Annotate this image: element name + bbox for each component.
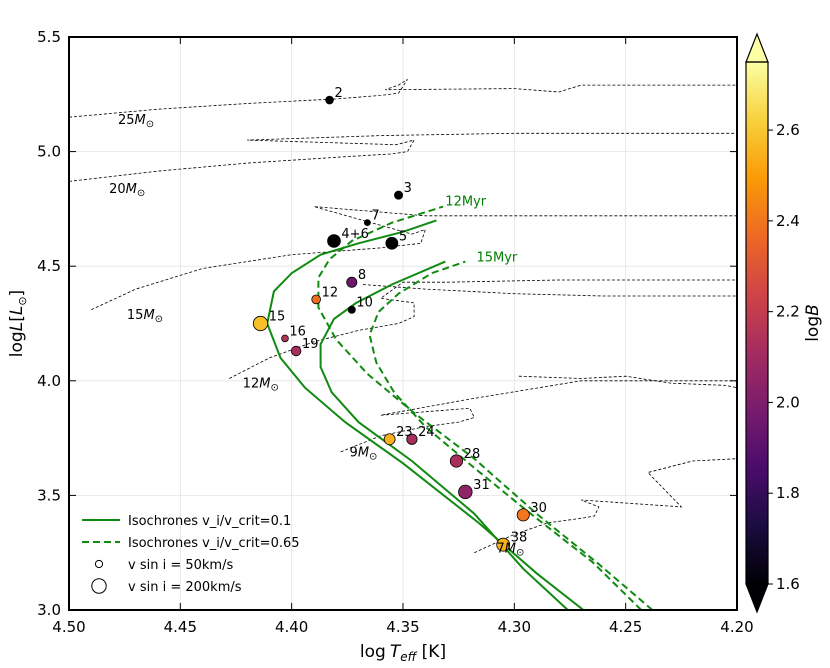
track-mass-label: 9M⊙ xyxy=(350,445,378,462)
star-id-label: 12 xyxy=(322,285,339,300)
colorbar-tick-label: 1.6 xyxy=(776,575,800,593)
isochrone-12Myr-dashed xyxy=(317,205,654,610)
star-markers xyxy=(252,95,530,552)
star-id-label: 31 xyxy=(473,478,490,493)
star-marker xyxy=(252,315,269,332)
colorbar-tick-label: 2.4 xyxy=(776,212,800,230)
y-tick-label: 5.0 xyxy=(37,143,61,161)
track-mass-label: 15M⊙ xyxy=(127,308,163,325)
colorbar-tick-label: 2.2 xyxy=(776,303,800,321)
star-marker xyxy=(325,95,334,105)
star-marker xyxy=(290,345,302,357)
axis-ticks: 4.50 4.45 4.40 4.35 4.30 4.25 4.20 3.0 3.5 4.0 4.5… xyxy=(7,28,754,664)
evolution-track xyxy=(474,458,737,554)
star-id-label: 19 xyxy=(302,337,319,352)
y-tick-label: 4.5 xyxy=(37,257,61,275)
evolution-track xyxy=(69,79,737,118)
evolution-track xyxy=(518,375,737,389)
x-tick-label: 4.25 xyxy=(609,618,642,636)
evolution-track xyxy=(69,132,737,182)
x-tick-label: 4.35 xyxy=(386,618,419,636)
colorbar-extend-top xyxy=(745,32,769,63)
isochrone-12Myr-solid xyxy=(266,219,585,610)
y-axis-title: logL[L⊙] xyxy=(7,290,29,357)
star-marker xyxy=(383,433,396,446)
evolution-track xyxy=(362,284,737,297)
star-id-label: 4+6 xyxy=(341,227,368,242)
x-tick-label: 4.50 xyxy=(52,618,85,636)
star-marker xyxy=(347,305,356,314)
x-axis-title: log Teff [K] xyxy=(360,642,446,664)
legend-label: v sin i = 50km/s xyxy=(128,558,233,573)
star-marker xyxy=(394,190,404,200)
track-mass-label: 7M⊙ xyxy=(497,542,525,559)
colorbar: 1.6 1.8 2.0 2.2 2.4 2.6 logB xyxy=(745,32,823,614)
star-id-label: 3 xyxy=(404,181,412,196)
evolution-track xyxy=(229,279,737,379)
legend: Isochrones v_i/v_crit=0.1 Isochrones v_i/… xyxy=(82,514,300,595)
star-marker xyxy=(363,219,371,227)
isochrone-15Myr-dashed xyxy=(368,260,643,610)
evolution-track xyxy=(91,206,737,311)
x-tick-label: 4.45 xyxy=(164,618,197,636)
star-id-label: 16 xyxy=(289,324,306,339)
legend-label: Isochrones v_i/v_crit=0.1 xyxy=(128,514,291,529)
star-marker xyxy=(516,508,530,522)
legend-label: Isochrones v_i/v_crit=0.65 xyxy=(128,536,300,551)
track-mass-label: 25M⊙ xyxy=(118,113,154,130)
star-marker xyxy=(311,294,321,305)
isochrone-age-label: 12Myr xyxy=(445,194,486,209)
track-mass-label: 12M⊙ xyxy=(243,377,279,394)
star-marker xyxy=(346,276,358,288)
colorbar-tick-label: 2.0 xyxy=(776,393,800,411)
y-tick-label: 3.0 xyxy=(37,601,61,619)
star-marker xyxy=(406,433,418,445)
legend-label: v sin i = 200km/s xyxy=(128,580,242,595)
star-marker xyxy=(327,234,341,248)
evolution-tracks xyxy=(69,79,737,554)
colorbar-frame xyxy=(745,61,769,585)
star-marker xyxy=(281,334,289,343)
star-id-label: 2 xyxy=(334,86,342,101)
star-marker xyxy=(496,537,511,552)
star-id-label: 23 xyxy=(396,425,413,440)
star-id-label: 10 xyxy=(356,296,373,311)
y-tick-label: 4.0 xyxy=(37,372,61,390)
x-tick-label: 4.30 xyxy=(498,618,531,636)
legend-size-marker xyxy=(94,559,104,569)
x-tick-label: 4.40 xyxy=(275,618,308,636)
colorbar-title: logB xyxy=(803,304,823,342)
y-tick-label: 5.5 xyxy=(37,28,61,46)
colorbar-gradient xyxy=(746,62,768,584)
isochrones xyxy=(266,205,654,610)
star-id-label: 30 xyxy=(530,501,547,516)
legend-size-marker xyxy=(91,578,107,594)
star-marker xyxy=(449,454,464,468)
x-tick-label: 4.20 xyxy=(720,618,753,636)
star-id-label: 7 xyxy=(371,209,379,224)
y-tick-label: 3.5 xyxy=(37,486,61,504)
colorbar-tick-label: 2.6 xyxy=(776,121,800,139)
colorbar-extend-bottom xyxy=(745,583,769,614)
star-id-label: 15 xyxy=(269,310,286,325)
star-id-label: 28 xyxy=(464,447,481,462)
star-id-label: 5 xyxy=(399,229,407,244)
isochrone-age-label: 15Myr xyxy=(476,251,517,266)
star-id-label: 8 xyxy=(358,268,366,283)
star-id-label: 24 xyxy=(418,425,435,440)
star-marker xyxy=(458,484,473,500)
colorbar-tick-label: 1.8 xyxy=(776,484,800,502)
star-marker xyxy=(385,236,399,250)
track-mass-label: 20M⊙ xyxy=(109,182,145,199)
star-id-label: 38 xyxy=(511,531,528,546)
evolution-track xyxy=(340,380,737,453)
isochrone-15Myr-solid xyxy=(319,260,569,610)
